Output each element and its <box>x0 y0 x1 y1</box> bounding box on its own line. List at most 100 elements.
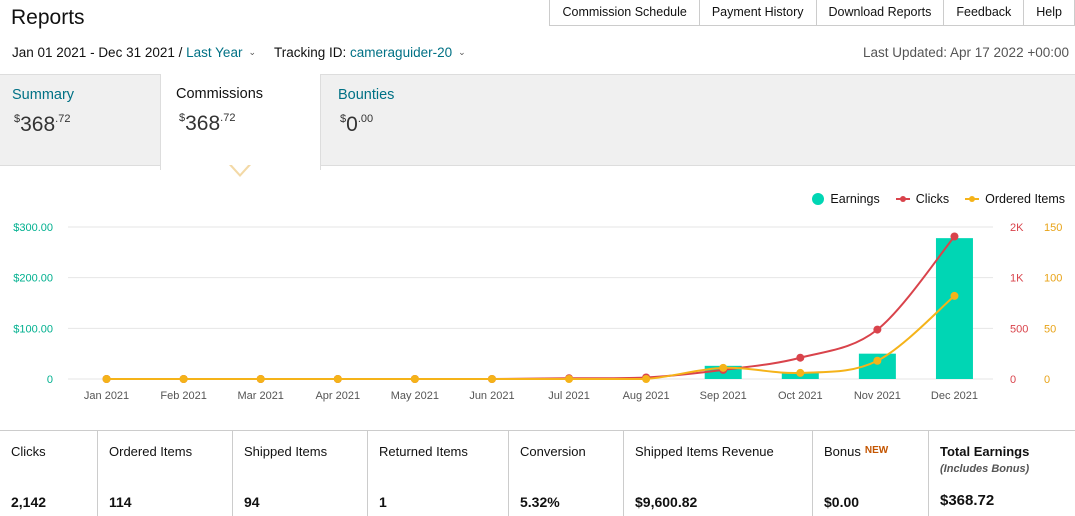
ordered-items-point <box>487 375 496 383</box>
stat-label: Returned Items <box>379 444 468 459</box>
stat-label: Conversion <box>520 444 586 459</box>
tab-label: Commissions <box>176 86 264 102</box>
report-filters: Jan 01 2021 - Dec 31 2021 / Last Year ⌄ … <box>12 45 466 60</box>
ordered-items-point <box>565 375 574 383</box>
x-tick-label: Nov 2021 <box>854 390 901 402</box>
x-tick-label: May 2021 <box>391 390 439 402</box>
y-tick-label-ordered-items: 0 <box>1044 374 1050 386</box>
x-tick-label: Apr 2021 <box>315 390 360 402</box>
ordered-items-point <box>102 375 111 383</box>
legend-clicks[interactable]: Clicks <box>895 192 950 206</box>
stats-bar: Clicks 2,142 Ordered Items 114 Shipped I… <box>0 430 1075 516</box>
stat-ordered-items: Ordered Items 114 <box>98 431 233 516</box>
y-tick-label-clicks: 500 <box>1010 323 1028 335</box>
y-tick-label-left: $100.00 <box>13 323 53 335</box>
last-updated: Last Updated: Apr 17 2022 +00:00 <box>862 45 1069 60</box>
x-tick-label: Dec 2021 <box>931 390 978 402</box>
y-tick-label-clicks: 0 <box>1010 374 1016 386</box>
clicks-point <box>873 325 882 334</box>
stat-conversion: Conversion 5.32% <box>509 431 624 516</box>
feedback-link[interactable]: Feedback <box>944 0 1025 26</box>
stat-value: $9,600.82 <box>635 494 698 510</box>
x-tick-label: Jul 2021 <box>548 390 590 402</box>
legend-label: Earnings <box>830 192 880 206</box>
stat-shipped-items: Shipped Items 94 <box>233 431 368 516</box>
new-badge: NEW <box>864 445 889 456</box>
commission-schedule-link[interactable]: Commission Schedule <box>549 0 700 26</box>
y-tick-label-clicks: 1K <box>1010 273 1024 285</box>
stat-value: $368.72 <box>940 492 995 509</box>
tab-amount: $0.00 <box>340 113 374 136</box>
legend-swatch-clicks <box>895 196 910 202</box>
tab-amount: $368.72 <box>179 112 236 135</box>
stat-label: Shipped Items <box>244 444 328 459</box>
tab-label: Summary <box>12 87 75 103</box>
help-link[interactable]: Help <box>1024 0 1075 26</box>
ordered-items-point <box>410 375 419 383</box>
date-range: Jan 01 2021 - Dec 31 2021 / <box>12 45 183 60</box>
ordered-items-line <box>106 295 956 380</box>
legend-label: Clicks <box>915 192 950 206</box>
legend-swatch-earnings <box>812 193 825 205</box>
period-selector[interactable]: Last Year <box>186 45 243 60</box>
clicks-point <box>796 353 805 362</box>
y-tick-label-clicks: 2K <box>1010 222 1024 234</box>
x-tick-label: Jun 2021 <box>469 390 514 402</box>
ordered-items-point <box>642 375 651 383</box>
tracking-id-selector[interactable]: cameraguider-20 <box>350 45 453 60</box>
stat-value: 114 <box>109 494 132 510</box>
download-reports-link[interactable]: Download Reports <box>816 0 945 26</box>
x-tick-label: Sep 2021 <box>700 390 747 402</box>
top-nav: Commission Schedule Payment History Down… <box>549 0 1075 26</box>
x-tick-label: Jan 2021 <box>84 390 129 402</box>
ordered-items-point <box>719 363 728 372</box>
stat-sublabel: (Includes Bonus) <box>940 463 1030 475</box>
legend-swatch-ordered-items <box>965 196 980 202</box>
stat-shipped-revenue: Shipped Items Revenue $9,600.82 <box>624 431 813 516</box>
stat-value: 94 <box>244 494 260 510</box>
x-tick-label: Oct 2021 <box>778 390 823 402</box>
y-tick-label-left: $200.00 <box>13 273 53 285</box>
chart-legend: Earnings Clicks Ordered Items <box>796 192 1065 206</box>
report-tabs: Summary $368.72 Commissions $368.72 Boun… <box>0 74 1075 170</box>
page-title: Reports <box>11 6 85 29</box>
clicks-point <box>950 232 959 241</box>
stat-value: $0.00 <box>824 494 860 510</box>
y-tick-label-ordered-items: 50 <box>1044 323 1056 335</box>
ordered-items-point <box>179 375 188 383</box>
legend-ordered-items[interactable]: Ordered Items <box>965 192 1065 206</box>
tracking-id-label: Tracking ID: <box>274 45 347 60</box>
y-tick-label-left: 0 <box>47 374 53 386</box>
tab-amount: $368.72 <box>14 113 71 136</box>
clicks-line <box>106 235 956 380</box>
x-tick-label: Mar 2021 <box>237 390 283 402</box>
ordered-items-point <box>873 356 882 365</box>
stat-label: Clicks <box>11 444 46 459</box>
stat-value: 5.32% <box>520 494 560 510</box>
active-tab-caret-fill <box>231 164 249 174</box>
tab-bounties[interactable]: Bounties $0.00 <box>326 75 486 167</box>
ordered-items-point <box>950 291 959 300</box>
stat-value: 2,142 <box>11 494 47 510</box>
stat-label: Bonus NEW <box>824 444 889 459</box>
stat-total-earnings: Total Earnings (Includes Bonus) $368.72 <box>929 431 1075 516</box>
legend-label: Ordered Items <box>985 192 1065 206</box>
tab-commissions[interactable]: Commissions $368.72 <box>160 74 321 170</box>
tab-label: Bounties <box>338 87 395 103</box>
ordered-items-point <box>333 375 342 383</box>
ordered-items-point <box>796 368 805 377</box>
stat-label: Ordered Items <box>109 444 193 459</box>
legend-earnings[interactable]: Earnings <box>812 192 880 206</box>
stat-value: 1 <box>379 494 387 510</box>
y-tick-label-left: $300.00 <box>13 222 53 234</box>
stat-returned-items: Returned Items 1 <box>368 431 509 516</box>
payment-history-link[interactable]: Payment History <box>699 0 817 26</box>
chevron-down-icon[interactable]: ⌄ <box>458 47 466 57</box>
chevron-down-icon[interactable]: ⌄ <box>248 47 256 57</box>
stat-clicks: Clicks 2,142 <box>0 431 98 516</box>
y-tick-label-ordered-items: 100 <box>1044 273 1062 285</box>
tab-summary[interactable]: Summary $368.72 <box>0 75 160 167</box>
stat-label: Shipped Items Revenue <box>635 444 774 459</box>
x-tick-label: Aug 2021 <box>623 390 670 402</box>
stat-bonus: Bonus NEW $0.00 <box>813 431 929 516</box>
